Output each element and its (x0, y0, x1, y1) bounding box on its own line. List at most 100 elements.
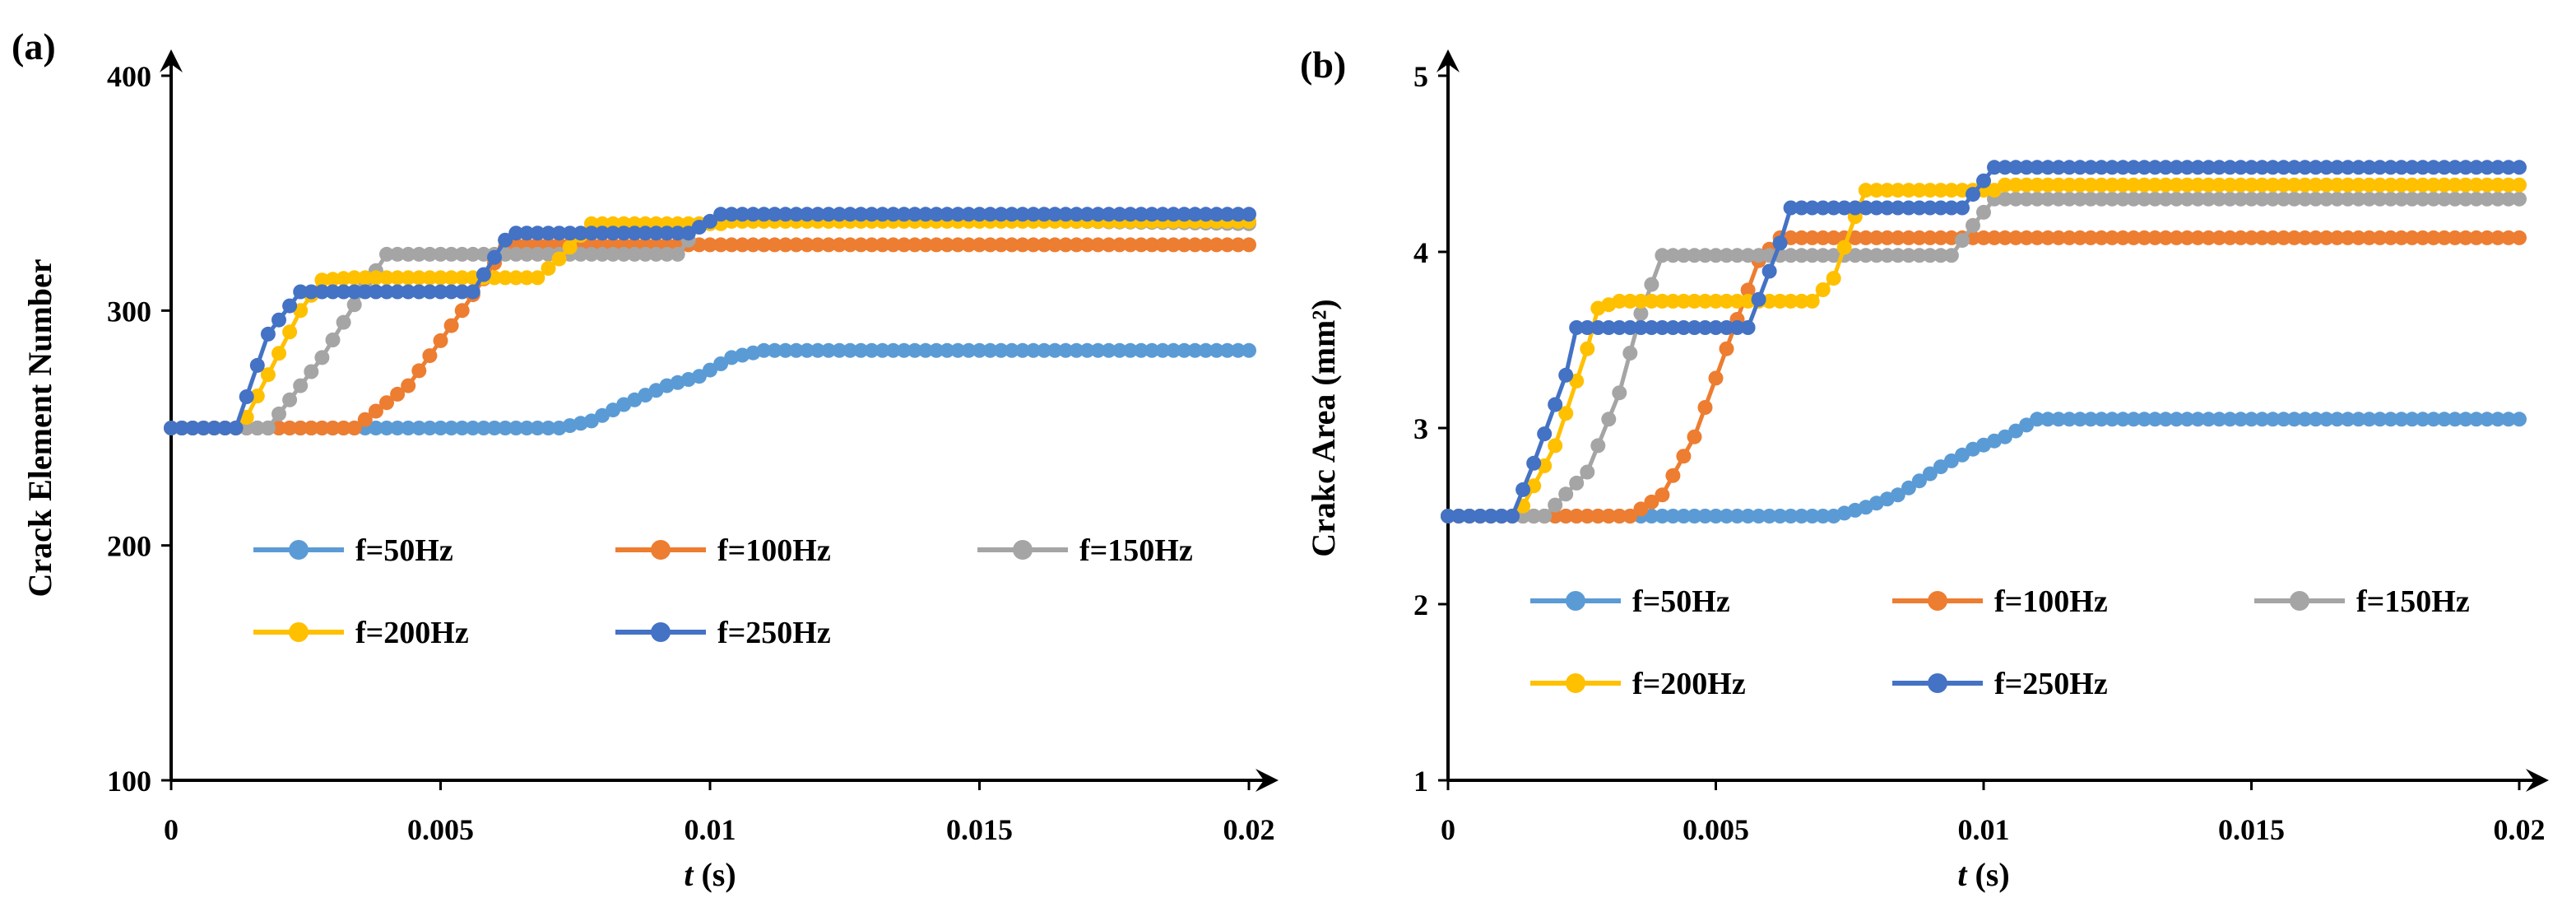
data-point (325, 421, 341, 435)
data-point (724, 237, 740, 253)
legend-item: f=50Hz (1530, 584, 1730, 619)
data-point (2254, 412, 2270, 427)
data-point (1998, 160, 2012, 175)
data-point (465, 421, 480, 435)
data-point (2458, 177, 2473, 193)
data-point (2222, 191, 2238, 207)
data-point (810, 237, 825, 253)
data-point (1494, 509, 1510, 523)
data-point (443, 318, 459, 333)
data-point (2051, 412, 2067, 427)
data-point (282, 421, 298, 435)
data-point (982, 237, 998, 253)
data-point (314, 284, 330, 300)
data-point (648, 226, 664, 241)
data-point (583, 246, 599, 262)
data-point (648, 246, 664, 262)
legend-swatch-marker (2290, 591, 2309, 611)
data-point (2072, 230, 2088, 245)
data-point (1026, 207, 1041, 222)
data-point (1687, 293, 1702, 309)
data-point (940, 207, 955, 222)
data-point (379, 421, 394, 435)
data-point (2501, 230, 2516, 245)
data-point (810, 342, 825, 358)
legend-item: f=150Hz (2254, 584, 2470, 619)
data-point (1122, 342, 1138, 358)
legend-item: f=100Hz (615, 533, 831, 568)
data-point (1922, 183, 1938, 198)
data-point (443, 284, 459, 300)
data-point (583, 226, 599, 241)
data-point (767, 237, 782, 253)
data-point (1998, 191, 2012, 207)
data-point (2297, 230, 2313, 245)
data-point (465, 246, 480, 262)
data-point (1911, 230, 1927, 245)
data-point (454, 284, 470, 300)
data-point (260, 421, 276, 435)
data-point (2233, 412, 2249, 427)
data-point (2340, 177, 2356, 193)
y-tick-label: 2 (1413, 589, 1428, 621)
data-point (842, 237, 858, 253)
data-point (2083, 230, 2099, 245)
data-point (433, 270, 448, 286)
data-point (2286, 177, 2302, 193)
legend-item: f=50Hz (253, 533, 453, 568)
legend-swatch-marker (651, 622, 671, 642)
data-point (2115, 160, 2131, 175)
data-point (1069, 342, 1084, 358)
legend-label: f=250Hz (717, 616, 831, 650)
data-point (346, 421, 362, 435)
data-point (2147, 191, 2163, 207)
data-point (1966, 217, 1980, 233)
data-point (2115, 191, 2131, 207)
data-point (443, 246, 459, 262)
data-point (1697, 400, 1713, 415)
data-point (487, 421, 502, 435)
data-point (2147, 412, 2163, 427)
data-point (2404, 191, 2420, 207)
data-point (454, 270, 470, 286)
data-point (2008, 177, 2024, 193)
data-point (530, 226, 545, 241)
data-point (2008, 230, 2024, 245)
data-point (2115, 230, 2131, 245)
data-point (1166, 237, 1181, 253)
data-point (1826, 271, 1841, 286)
data-point (1676, 449, 1692, 464)
data-point (1590, 320, 1606, 335)
data-point (2297, 191, 2313, 207)
data-point (2169, 177, 2184, 193)
data-point (2415, 177, 2430, 193)
data-point (2458, 191, 2473, 207)
data-point (832, 237, 847, 253)
data-point (1622, 346, 1638, 361)
data-point (1451, 509, 1466, 523)
data-point (1601, 509, 1617, 523)
data-point (767, 342, 782, 358)
data-point (2030, 412, 2045, 427)
data-point (821, 342, 837, 358)
legend-label: f=50Hz (355, 533, 453, 568)
data-point (1665, 320, 1681, 335)
data-point (1901, 183, 1916, 198)
data-point (1612, 293, 1627, 309)
data-point (379, 395, 394, 411)
data-point (2447, 160, 2462, 175)
data-point (2137, 160, 2152, 175)
data-point (2308, 191, 2323, 207)
data-point (1058, 237, 1074, 253)
data-point (1047, 207, 1063, 222)
data-point (885, 207, 901, 222)
data-point (422, 246, 438, 262)
data-point (2372, 230, 2388, 245)
data-point (1166, 342, 1181, 358)
data-point (2297, 177, 2313, 193)
data-point (713, 207, 729, 222)
data-point (2512, 191, 2527, 207)
data-point (1697, 248, 1713, 263)
y-axis-arrow (1437, 49, 1460, 72)
data-point (821, 207, 837, 222)
